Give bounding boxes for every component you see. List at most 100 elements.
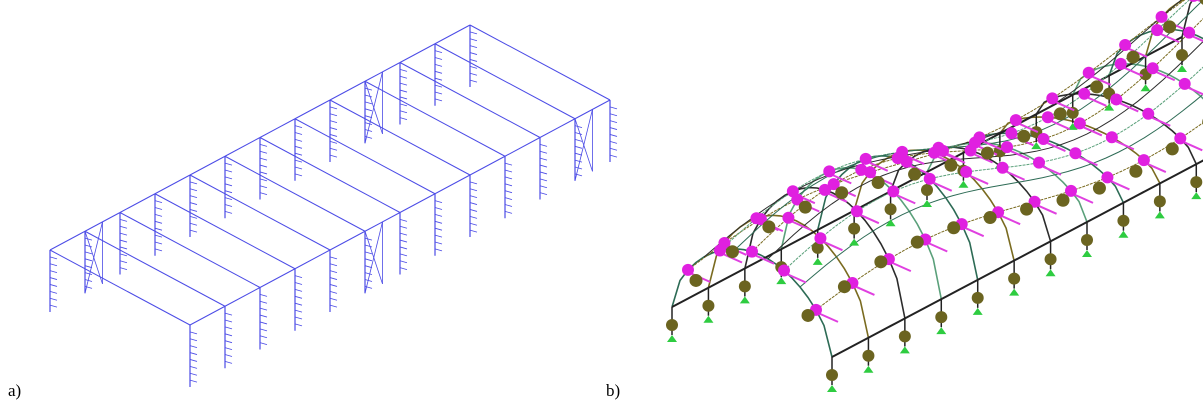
member: [505, 211, 512, 213]
node-load: [885, 203, 897, 215]
node-load: [972, 292, 984, 304]
member: [330, 128, 337, 130]
member: [540, 144, 547, 146]
member: [435, 249, 442, 251]
member: [505, 198, 512, 200]
member: [50, 231, 85, 250]
load-node: [1174, 132, 1186, 144]
member: [505, 177, 512, 179]
member: [400, 268, 407, 270]
load-node: [937, 145, 949, 157]
mass-node: [1090, 80, 1103, 93]
member: [85, 245, 92, 247]
member: [365, 123, 372, 125]
member: [610, 128, 617, 130]
member: [50, 291, 57, 293]
member: [260, 315, 267, 317]
node-load: [1117, 215, 1129, 227]
mass-node: [835, 186, 848, 199]
support: [973, 308, 983, 315]
member: [190, 216, 197, 218]
member: [575, 160, 582, 162]
load-node: [1010, 114, 1022, 126]
member: [330, 271, 337, 273]
member: [225, 348, 232, 350]
mass-node: [762, 220, 775, 233]
member: [155, 201, 162, 203]
member: [295, 296, 302, 298]
member: [50, 264, 57, 266]
member: [190, 196, 197, 198]
load-arrow: [1148, 164, 1166, 172]
mass-node: [1020, 203, 1033, 216]
mass-node: [726, 245, 739, 258]
member: [400, 90, 407, 92]
load-node: [1179, 78, 1191, 90]
member: [400, 233, 407, 235]
member: [470, 59, 477, 61]
member: [225, 211, 232, 213]
figure: a) b): [0, 0, 1203, 403]
member: [470, 203, 477, 205]
node-load: [739, 280, 751, 292]
member: [225, 184, 232, 186]
shell-rib: [891, 147, 1051, 241]
member: [50, 305, 57, 307]
member: [540, 165, 547, 167]
member: [190, 346, 197, 348]
mass-node: [799, 201, 812, 214]
member: [120, 254, 127, 256]
support: [1046, 269, 1056, 276]
member: [225, 313, 232, 315]
mass-node: [947, 221, 960, 234]
load-arrow: [1043, 167, 1061, 175]
node-load: [935, 311, 947, 323]
load-node: [1147, 62, 1159, 74]
mass-node: [1166, 142, 1179, 155]
member: [260, 172, 267, 174]
member: [435, 25, 470, 44]
member: [505, 204, 512, 206]
member: [435, 221, 442, 223]
load-node: [682, 264, 694, 276]
member: [610, 141, 617, 143]
member: [225, 177, 232, 179]
member: [85, 273, 92, 275]
member: [120, 261, 127, 263]
load-node: [1069, 147, 1081, 159]
member: [575, 146, 582, 148]
member: [260, 193, 267, 195]
mass-node: [1054, 107, 1067, 120]
load-arrow: [1189, 88, 1203, 96]
support: [1009, 289, 1019, 296]
member: [260, 308, 267, 310]
load-node: [960, 166, 972, 178]
load-arrow: [966, 228, 984, 236]
member: [400, 83, 407, 85]
member: [435, 235, 442, 237]
member: [155, 208, 162, 210]
member: [365, 259, 372, 261]
member: [365, 238, 372, 240]
member: [190, 189, 197, 191]
load-node: [1001, 141, 1013, 153]
load-arrow: [856, 287, 874, 295]
member: [260, 322, 267, 324]
load-node: [1033, 157, 1045, 169]
member: [470, 53, 477, 55]
member: [575, 139, 582, 141]
support: [703, 316, 713, 323]
member: [400, 104, 407, 106]
load-node: [1142, 108, 1154, 120]
member: [260, 294, 267, 296]
member: [225, 327, 232, 329]
load-node: [864, 166, 876, 178]
member: [155, 249, 162, 251]
member: [400, 76, 407, 78]
load-node: [1046, 92, 1058, 104]
member: [295, 276, 302, 278]
member: [120, 194, 155, 213]
member: [470, 182, 477, 184]
member: [190, 306, 225, 325]
member: [365, 102, 372, 104]
